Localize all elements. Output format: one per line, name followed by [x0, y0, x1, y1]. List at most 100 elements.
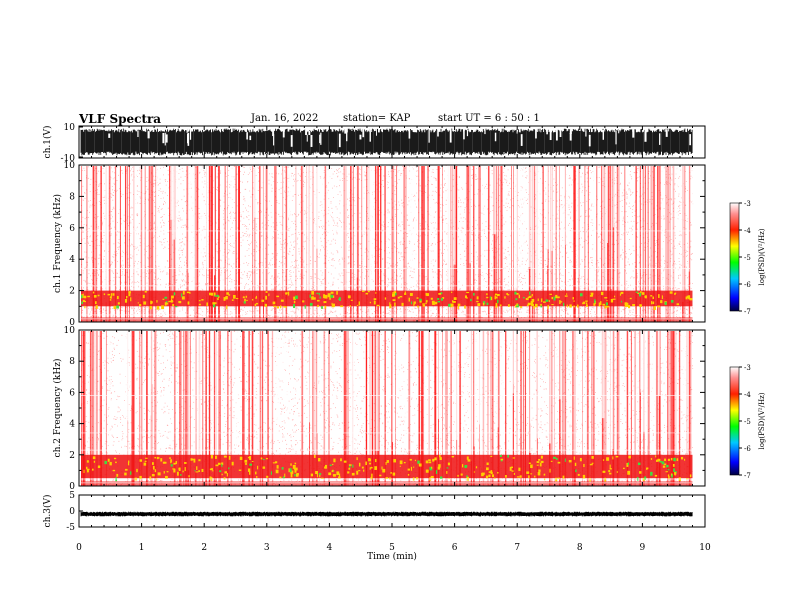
- spectrogram-ch2-band-peak: [432, 458, 435, 462]
- spectrogram-ch2-band-peak: [107, 458, 110, 462]
- spectrogram-ch1-colorbar-tick-label: -6: [744, 281, 751, 289]
- spectrogram-ch1-band-peak: [671, 300, 674, 303]
- spectrogram-ch1-band-peak: [103, 293, 106, 296]
- spectrogram-ch1-band-peak: [602, 303, 605, 306]
- spectrogram-ch2-band-peak: [528, 475, 530, 479]
- x-tick-label: 3: [264, 543, 270, 553]
- spectrogram-ch1-band-peak: [142, 294, 145, 299]
- spectrogram-ch1-band-peak: [243, 301, 246, 304]
- spectrogram-ch2-band-peak: [390, 472, 393, 474]
- spectrogram-ch1-band-peak: [126, 298, 128, 302]
- spectrogram-ch1-band-peak: [223, 297, 226, 301]
- spectrogram-ch1-band-peak: [563, 302, 565, 307]
- spectrogram-ch1-band-peak: [389, 302, 391, 305]
- spectrogram-ch1-band-peak: [109, 299, 112, 301]
- spectrogram-ch2-gap: [197, 331, 200, 485]
- spectrogram-ch2-gap: [225, 331, 227, 381]
- spectrogram-ch2-gap: [643, 331, 646, 432]
- spectrogram-ch1-gap: [253, 166, 256, 218]
- spectrogram-ch2-gap: [150, 331, 152, 416]
- spectrogram-ch1-band-peak: [393, 291, 397, 294]
- spectrogram-ch1-band-peak: [651, 301, 653, 305]
- spectrogram-ch2-gap: [282, 331, 285, 388]
- spectrogram-ch2-band-peak: [499, 454, 502, 457]
- spectrogram-ch1-gap: [535, 166, 539, 303]
- spectrogram-ch1-band-peak: [657, 305, 661, 308]
- spectrogram-ch2-band-peak: [475, 466, 478, 469]
- spectrogram-ch2-band-peak: [457, 474, 459, 477]
- spectrogram-ch1-band-peak: [318, 292, 320, 296]
- spectrogram-ch1-band-peak: [83, 295, 87, 299]
- spectrogram-ch2-gap: [211, 331, 214, 474]
- spectrogram-ch1-band-peak: [624, 302, 628, 306]
- spectrogram-ch2-band-peak: [157, 472, 161, 476]
- spectrogram-ch1-gap: [141, 166, 145, 303]
- spectrogram-ch1-band-peak: [255, 297, 257, 299]
- spectrogram-ch2-band-peak: [536, 464, 539, 466]
- spectrogram-ch2-band-peak: [281, 467, 284, 470]
- spectrogram-ch2-band-peak: [375, 458, 377, 463]
- spectrogram-ch1-gap: [134, 166, 137, 236]
- waveform-ch1-gap: [665, 129, 668, 137]
- spectrogram-ch1-band-peak: [452, 303, 454, 307]
- spectrogram-ch2-band-peak: [356, 470, 359, 475]
- spectrogram-ch1-gap: [429, 166, 432, 316]
- spectrogram-ch2-band-peak: [130, 471, 132, 475]
- spectrogram-ch1-band-peak: [628, 304, 631, 309]
- spectrogram-ch1-band-peak: [604, 305, 607, 309]
- spectrogram-ch1-band-peak: [426, 293, 430, 297]
- spectrogram-ch2-band-peak: [209, 468, 212, 471]
- spectrogram-ch1-ytick-label: 0: [69, 318, 75, 328]
- spectrogram-ch2-band-peak: [491, 474, 494, 478]
- spectrogram-ch1-band-peak: [323, 294, 326, 299]
- spectrogram-ch1-image: [79, 164, 740, 323]
- spectrogram-ch2-gap: [480, 331, 483, 443]
- spectrogram-ch1-ytick-label: 8: [69, 192, 75, 202]
- spectrogram-ch2-band-peak: [670, 457, 673, 461]
- spectrogram-ch1-band-peak: [419, 300, 422, 303]
- spectrogram-ch1-band-peak: [313, 297, 316, 300]
- spectrogram-ch2-band-peak: [460, 473, 463, 476]
- spectrogram-ch1-band-peak: [640, 291, 642, 294]
- spectrogram-ch2-gap: [513, 331, 516, 385]
- spectrogram-ch2-band-peak: [579, 457, 582, 462]
- spectrogram-ch2-band-peak: [434, 457, 437, 461]
- spectrogram-ch2-band-peak: [210, 455, 213, 459]
- spectrogram-ch2-band-peak: [446, 467, 449, 469]
- spectrogram-ch1-band-peak: [182, 290, 185, 295]
- spectrogram-ch2-band-peak: [464, 465, 467, 469]
- spectrogram-ch1-band-peak: [555, 294, 558, 299]
- spectrogram-ch2-band-peak: [336, 471, 340, 476]
- spectrogram-ch2-band-peak: [534, 475, 536, 478]
- spectrogram-ch2-gap: [657, 331, 661, 396]
- spectrogram-ch2-band-peak: [518, 467, 521, 471]
- spectrogram-ch1-band-peak: [216, 294, 219, 297]
- spectrogram-ch1-band-peak: [674, 292, 677, 294]
- spectrogram-ch1-band-peak: [566, 293, 568, 295]
- spectrogram-ch2-gap: [367, 331, 369, 421]
- spectrogram-ch2-band-peak: [526, 471, 530, 474]
- spectrogram-ch1-gap: [676, 166, 679, 288]
- spectrogram-ch2-gap: [682, 331, 685, 407]
- spectrogram-ch2-gap: [556, 331, 559, 410]
- spectrogram-ch2-band-peak: [248, 471, 251, 475]
- spectrogram-ch2-band-peak: [435, 470, 438, 474]
- spectrogram-ch1-band-peak: [413, 303, 415, 307]
- spectrogram-ch1-band-peak: [619, 293, 622, 296]
- spectrogram-ch1-gap: [355, 166, 358, 278]
- spectrogram-ch1-band-peak: [629, 297, 632, 300]
- spectrogram-ch2-band-peak: [297, 473, 299, 476]
- spectrogram-ch2-band-peak: [201, 468, 204, 473]
- spectrogram-ch1-gap: [306, 166, 310, 293]
- spectrogram-ch2-band-peak: [642, 477, 645, 481]
- spectrogram-ch2-band-peak: [83, 469, 85, 474]
- spectrogram-ch2-band-peak: [418, 463, 422, 467]
- spectrogram-ch1-band-peak: [440, 298, 444, 301]
- spectrogram-ch1-band-peak: [276, 295, 280, 298]
- spectrogram-ch1-gap: [263, 166, 266, 298]
- waveform-ch1-gap: [273, 134, 275, 146]
- spectrogram-ch1-gap: [200, 166, 202, 320]
- spectrogram-ch2-band-peak: [260, 457, 263, 460]
- waveform-ch1-gap: [559, 126, 562, 137]
- spectrogram-ch2-band-peak: [166, 471, 169, 473]
